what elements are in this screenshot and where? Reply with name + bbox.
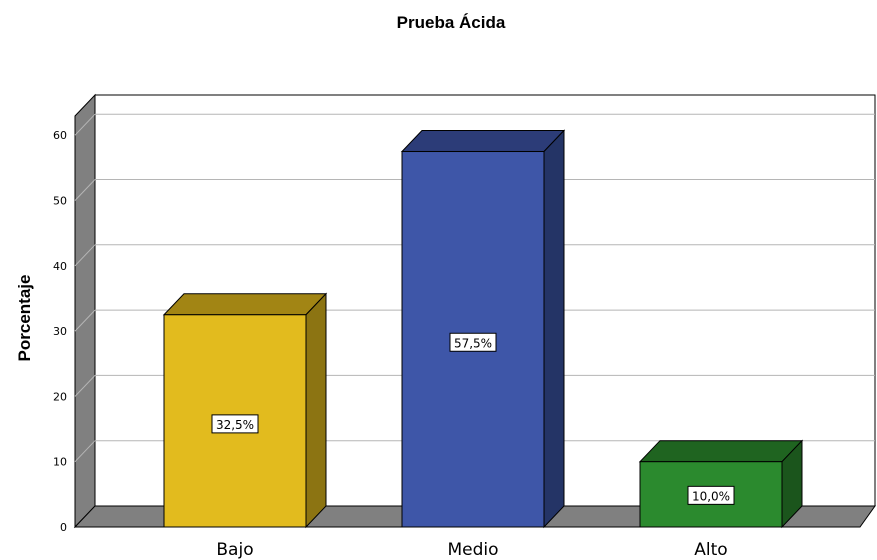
bar-top: [162, 293, 328, 316]
y-axis-ticks: 0 10 20 30 40 50 60: [53, 129, 67, 534]
gridline-side: [74, 309, 96, 332]
y-tick-label: 30: [53, 325, 67, 338]
x-tick-label: Alto: [694, 540, 727, 560]
data-label: 10,0%: [692, 489, 730, 503]
gridline-side: [74, 179, 96, 201]
y-tick-label: 60: [53, 129, 67, 142]
gridline-side: [74, 113, 96, 136]
bar-top: [638, 440, 804, 463]
y-tick-label: 10: [53, 456, 67, 469]
data-label-box: [211, 414, 259, 434]
data-label: 32,5%: [216, 418, 254, 432]
data-label: 57,5%: [454, 336, 492, 350]
x-axis-labels: Bajo Medio Alto: [216, 540, 727, 560]
left-wall: [74, 93, 96, 529]
x-tick-label: Medio: [447, 540, 498, 560]
gridline-side: [74, 375, 96, 397]
bar-medio: 57,5%: [400, 129, 566, 529]
y-tick-label: 0: [60, 521, 67, 534]
data-label-box: [449, 332, 497, 352]
y-tick-label: 20: [53, 390, 67, 403]
x-tick-label: Bajo: [216, 540, 253, 560]
y-axis-label: Porcentaje: [15, 275, 34, 362]
bar-side: [305, 292, 327, 529]
data-label-box: [687, 485, 735, 505]
bar-alto: 10,0%: [638, 439, 804, 529]
bar-top: [400, 130, 566, 153]
bars: 32,5% 57,5% 10,0%: [162, 129, 804, 529]
gridline-side: [74, 440, 96, 463]
bar-bajo: 32,5%: [162, 292, 328, 529]
chart-title: Prueba Ácida: [397, 13, 506, 32]
y-tick-label: 40: [53, 260, 67, 273]
gridline-side: [74, 244, 96, 267]
bar-side: [543, 129, 565, 529]
y-tick-label: 50: [53, 195, 67, 208]
